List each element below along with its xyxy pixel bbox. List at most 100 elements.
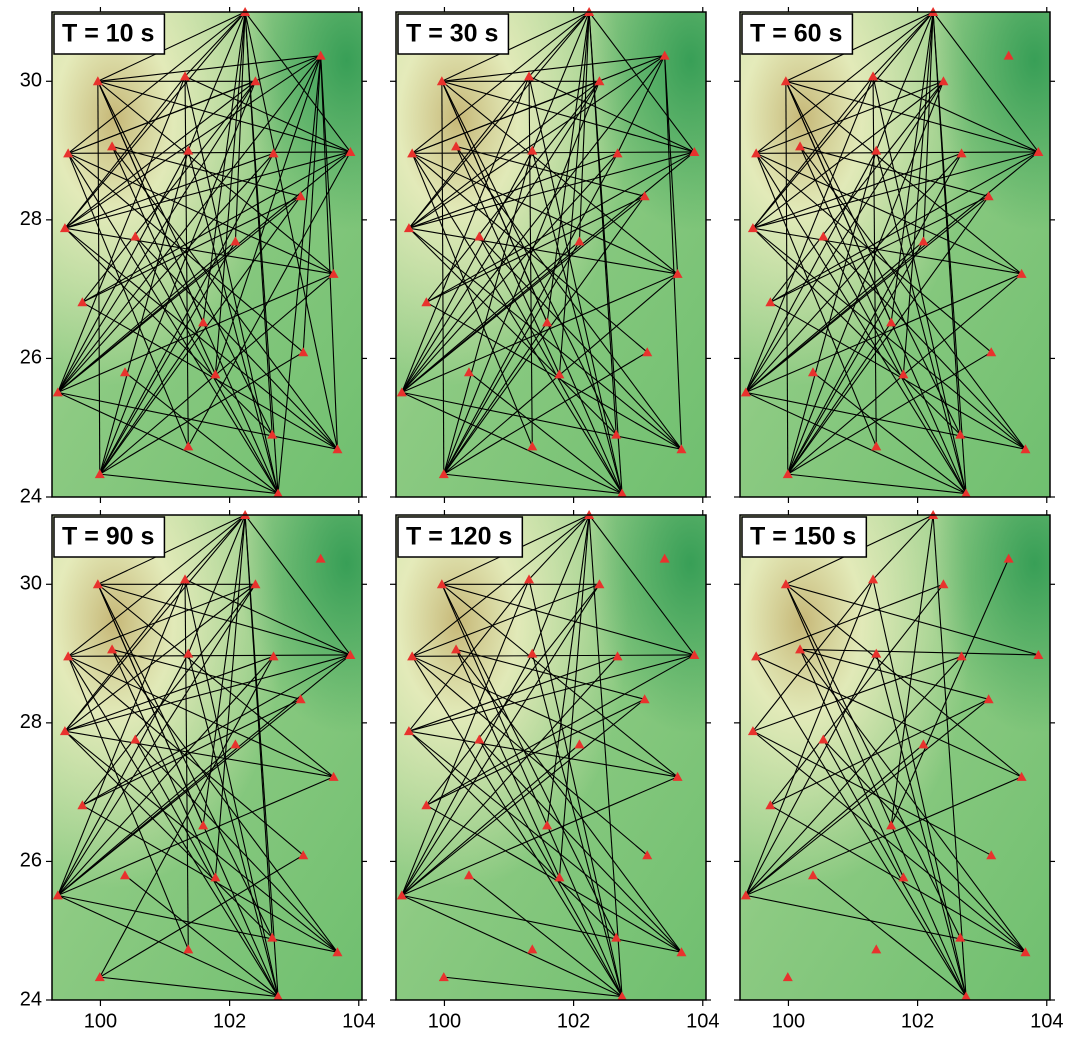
panel-title: T = 150 s — [750, 523, 856, 551]
ray-path — [745, 80, 944, 393]
station — [421, 297, 432, 307]
ray-path — [82, 301, 338, 450]
ray-path — [401, 80, 600, 393]
panel-frame — [395, 11, 707, 498]
ray-path — [812, 874, 967, 997]
ray-path — [64, 227, 273, 436]
ray-path — [111, 146, 338, 450]
ray-path — [214, 55, 322, 375]
ray-path — [277, 55, 322, 494]
station — [807, 367, 818, 377]
station — [63, 148, 74, 158]
title-box — [397, 516, 524, 558]
station — [407, 148, 418, 158]
ray-path — [822, 236, 1026, 450]
ray-path — [755, 152, 1022, 275]
ray-path — [478, 236, 682, 450]
ray-path — [787, 195, 990, 475]
station — [740, 387, 751, 397]
ray-path — [67, 656, 189, 950]
station — [594, 76, 605, 86]
station — [612, 651, 623, 661]
ray-path — [97, 55, 321, 82]
ray-path — [745, 776, 1022, 896]
ray-path — [57, 240, 236, 393]
ray-path — [64, 730, 273, 939]
ray-path — [64, 227, 334, 275]
ray-path — [124, 874, 279, 997]
ray-path — [528, 12, 590, 77]
ray-path — [752, 227, 1026, 450]
station — [295, 191, 306, 201]
station — [639, 191, 650, 201]
ray-path — [785, 12, 934, 82]
ray-path — [745, 653, 877, 896]
station — [782, 469, 793, 479]
station — [642, 347, 653, 357]
station — [524, 71, 535, 81]
ray-path — [302, 55, 322, 353]
station — [955, 429, 966, 439]
ray-path — [872, 76, 967, 494]
ray-path — [528, 515, 590, 580]
ray-path — [546, 515, 590, 826]
ray-path — [411, 152, 648, 353]
station — [574, 236, 585, 246]
ray-path — [617, 55, 666, 154]
title-box — [741, 516, 868, 558]
ray-path — [57, 152, 274, 393]
ray-path — [745, 152, 962, 393]
ray-path — [134, 739, 279, 997]
ray-path — [932, 12, 1039, 153]
ray-path — [411, 152, 678, 275]
ray-path — [111, 649, 338, 953]
station — [463, 870, 474, 880]
ray-path — [745, 240, 924, 393]
ray-path — [67, 655, 304, 856]
ray-path — [184, 75, 351, 153]
ray-path — [408, 227, 678, 275]
ray-path — [401, 776, 678, 896]
station — [268, 651, 279, 661]
ray-path — [184, 578, 351, 656]
ray-path — [922, 12, 934, 242]
panel-title: T = 10 s — [62, 20, 154, 48]
ray-path — [214, 515, 246, 878]
ray-path — [822, 739, 967, 997]
ray-path — [785, 583, 1039, 656]
ray-path — [588, 515, 695, 656]
ray-path — [745, 391, 1026, 450]
ray-path — [408, 152, 618, 229]
ray-path — [187, 653, 279, 997]
ray-path — [64, 730, 334, 778]
ray-path — [443, 351, 648, 475]
station — [898, 369, 909, 379]
ray-path — [755, 152, 992, 353]
ray-path — [800, 648, 1039, 656]
map-panel: T = 30 s — [390, 7, 711, 503]
ray-path — [99, 656, 275, 978]
ray-path — [443, 322, 548, 475]
ray-path — [752, 655, 962, 732]
station — [474, 231, 485, 241]
ray-path — [468, 874, 623, 997]
ray-path — [57, 80, 256, 393]
station — [542, 317, 553, 327]
ray-path — [785, 584, 961, 938]
ray-path — [234, 12, 246, 242]
station — [617, 488, 628, 498]
ray-path — [57, 55, 322, 393]
ray-path — [441, 81, 445, 475]
station — [524, 574, 535, 584]
station — [672, 771, 683, 781]
title-box — [53, 13, 166, 55]
ray-path — [755, 656, 967, 997]
ray-path — [890, 515, 934, 826]
paths — [401, 515, 695, 998]
ray-path — [64, 227, 338, 450]
ray-path — [441, 584, 617, 938]
station — [183, 441, 194, 451]
ray-path — [799, 648, 989, 700]
x-tick-label: 102 — [557, 1010, 590, 1032]
